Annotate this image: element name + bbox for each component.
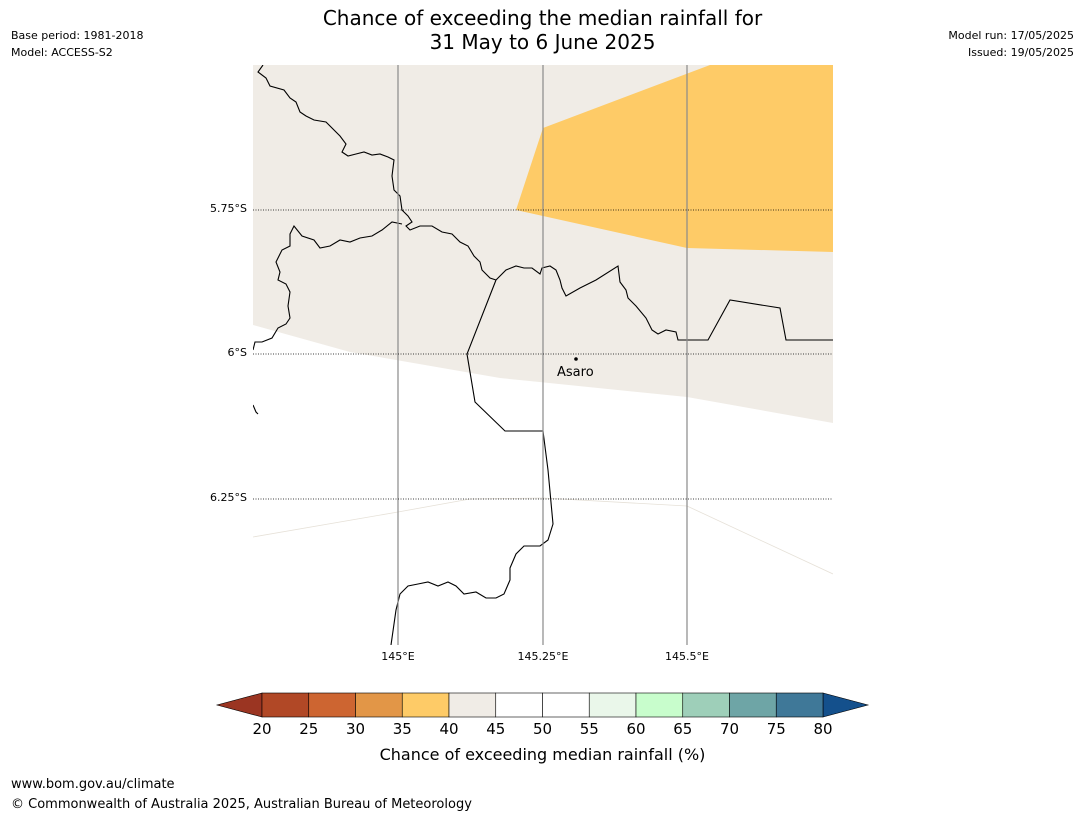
colorbar-bin [355, 692, 403, 718]
colorbar-bin [401, 692, 450, 718]
colorbar-bin [448, 692, 497, 718]
colorbar-tick-label: 65 [673, 720, 693, 738]
boundary-fragment-west [253, 404, 259, 415]
colorbar-tick-label: 50 [532, 720, 553, 738]
longitude-label: 145.25°E [517, 650, 569, 663]
colorbar-tick-label: 25 [299, 720, 319, 738]
run-info: Model run: 17/05/2025 Issued: 19/05/2025 [948, 27, 1074, 61]
model-text: Model: ACCESS-S2 [11, 46, 113, 59]
colorbar-tick-label: 55 [579, 720, 599, 738]
colorbar-tick-label: 60 [626, 720, 646, 738]
contour-line [253, 497, 833, 575]
footer-copyright: © Commonwealth of Australia 2025, Austra… [11, 797, 472, 812]
colorbar-bin [682, 692, 730, 718]
colorbar-bin [588, 692, 637, 718]
colorbar-bin [308, 692, 356, 718]
colorbar-tick-label: 40 [439, 720, 459, 738]
map-plot-area [253, 65, 833, 645]
colorbar-tick-label: 70 [719, 720, 740, 738]
footer: www.bom.gov.au/climate © Commonwealth of… [11, 775, 472, 815]
colorbar-extension-high [822, 692, 870, 718]
colorbar-bin [635, 692, 684, 718]
base-period-info: Base period: 1981-2018 Model: ACCESS-S2 [11, 27, 143, 61]
colorbar-title: Chance of exceeding median rainfall (%) [379, 745, 706, 764]
longitude-label: 145°E [381, 650, 415, 663]
latitude-label: 5.75°S [210, 202, 247, 215]
region-35-40-percent [516, 65, 833, 252]
colorbar-tick-label: 45 [486, 720, 506, 738]
colorbar-bin [729, 692, 777, 718]
model-run-text: Model run: 17/05/2025 [948, 29, 1074, 42]
title-line-1: Chance of exceeding the median rainfall … [322, 6, 763, 30]
colorbar-bin [261, 692, 310, 718]
colorbar-tick-label: 80 [813, 720, 833, 738]
footer-url[interactable]: www.bom.gov.au/climate [11, 777, 175, 792]
base-period-text: Base period: 1981-2018 [11, 29, 144, 42]
district-boundary-south [390, 279, 554, 645]
colorbar-tick-label: 30 [345, 720, 366, 738]
place-label-asaro: Asaro [557, 365, 594, 380]
colorbar-extension-low [215, 692, 263, 718]
colorbar [215, 692, 870, 718]
latitude-label: 6°S [227, 346, 247, 359]
longitude-label: 145.5°E [665, 650, 709, 663]
colorbar-bin [775, 692, 824, 718]
province-boundary-east [495, 265, 833, 341]
latitude-label: 6.25°S [210, 491, 247, 504]
colorbar-tick-label: 35 [392, 720, 412, 738]
colorbar-bin [542, 692, 590, 718]
province-boundary-north [257, 65, 497, 281]
map-title: Chance of exceeding the median rainfall … [0, 6, 1085, 54]
province-boundary-central [253, 221, 403, 351]
asaro-location-marker [574, 357, 578, 361]
issued-text: Issued: 19/05/2025 [967, 46, 1074, 59]
colorbar-tick-label: 20 [252, 720, 272, 738]
colorbar-tick-label: 75 [766, 720, 786, 738]
colorbar-bin [495, 692, 543, 718]
title-line-2: 31 May to 6 June 2025 [429, 30, 656, 54]
